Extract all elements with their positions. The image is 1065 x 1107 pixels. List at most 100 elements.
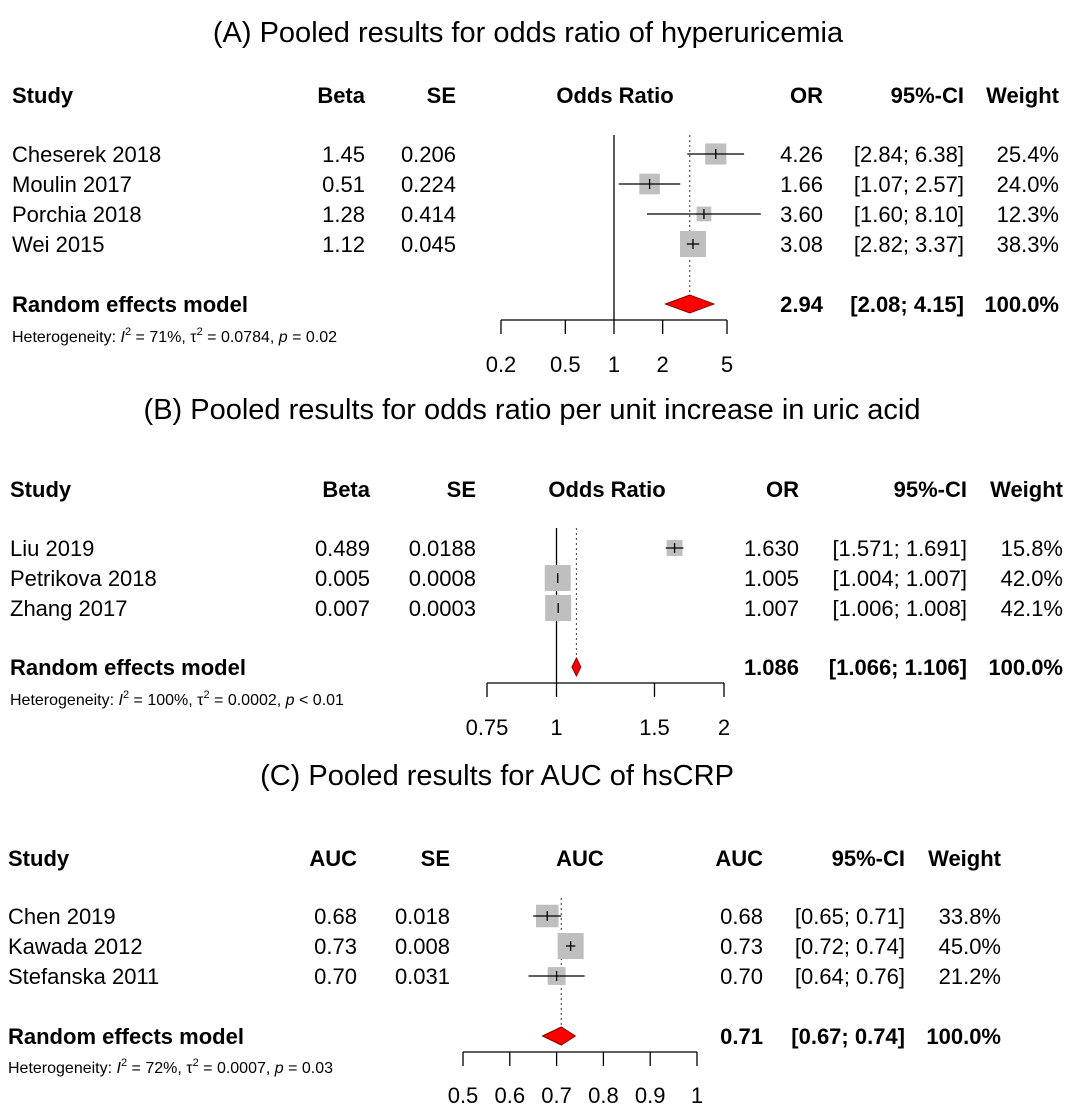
- heterogeneity-part: = 0.02: [288, 329, 337, 346]
- heterogeneity-part: Heterogeneity:: [12, 329, 121, 346]
- study-weight: 45.0%: [939, 934, 1001, 959]
- study-se: 0.206: [401, 142, 456, 167]
- x-axis-tick-label: 0.5: [550, 352, 581, 377]
- study-se: 0.018: [395, 904, 450, 929]
- study-estimate: 1.45: [322, 142, 365, 167]
- study-ci: [1.571; 1.691]: [832, 536, 967, 561]
- column-header-weight: Weight: [990, 477, 1064, 502]
- heterogeneity-text: Heterogeneity: I2 = 72%, τ2 = 0.0007, p …: [8, 1057, 333, 1077]
- x-axis-tick-label: 0.5: [448, 1083, 479, 1107]
- study-effect: 0.73: [720, 934, 763, 959]
- study-estimate: 0.005: [315, 566, 370, 591]
- column-header-effect: OR: [766, 477, 799, 502]
- study-effect: 1.630: [744, 536, 799, 561]
- heterogeneity-part: = 72%,: [127, 1060, 186, 1077]
- heterogeneity-part: I: [117, 1060, 122, 1077]
- heterogeneity-part: 2: [193, 1057, 199, 1069]
- summary-ci: [0.67; 0.74]: [791, 1024, 905, 1049]
- x-axis-tick-label: 5: [721, 352, 733, 377]
- column-header-se: SE: [427, 83, 456, 108]
- column-header-plot: AUC: [556, 846, 604, 871]
- heterogeneity-part: I: [119, 692, 124, 709]
- panel-title: (C) Pooled results for AUC of hsCRP: [260, 760, 734, 792]
- study-estimate: 1.28: [322, 202, 365, 227]
- study-name: Wei 2015: [12, 232, 105, 257]
- study-name: Zhang 2017: [10, 596, 127, 621]
- column-header-estimate: Beta: [322, 477, 370, 502]
- summary-weight: 100.0%: [984, 292, 1059, 317]
- study-estimate: 0.70: [314, 964, 357, 989]
- heterogeneity-part: < 0.01: [295, 692, 344, 709]
- x-axis-tick-label: 0.6: [495, 1083, 526, 1107]
- summary-ci: [2.08; 4.15]: [850, 292, 964, 317]
- heterogeneity-part: = 0.0784,: [203, 329, 279, 346]
- column-header-effect: OR: [790, 83, 823, 108]
- study-name: Stefanska 2011: [8, 964, 159, 989]
- study-ci: [1.07; 2.57]: [854, 172, 964, 197]
- study-ci: [1.004; 1.007]: [832, 566, 967, 591]
- x-axis-tick-label: 0.8: [588, 1083, 619, 1107]
- x-axis-tick-label: 1: [691, 1083, 703, 1107]
- summary-label: Random effects model: [8, 1024, 244, 1049]
- study-weight: 15.8%: [1001, 536, 1063, 561]
- column-header-study: Study: [8, 846, 70, 871]
- summary-diamond: [663, 294, 716, 314]
- summary-ci: [1.066; 1.106]: [829, 655, 967, 680]
- study-ci: [2.84; 6.38]: [854, 142, 964, 167]
- heterogeneity-part: p: [285, 692, 295, 709]
- forest-panel-a: (A) Pooled results for odds ratio of hyp…: [12, 17, 1060, 377]
- x-axis-tick-label: 2: [657, 352, 669, 377]
- forest-panel-c: (C) Pooled results for AUC of hsCRP Study…: [8, 760, 1002, 1107]
- study-weight: 38.3%: [997, 232, 1059, 257]
- column-header-se: SE: [421, 846, 450, 871]
- column-header-estimate: Beta: [317, 83, 365, 108]
- heterogeneity-part: τ: [197, 692, 204, 709]
- x-axis-tick-label: 1: [550, 715, 562, 740]
- study-effect: 0.70: [720, 964, 763, 989]
- x-axis-tick-label: 0.2: [486, 352, 517, 377]
- summary-effect: 2.94: [780, 292, 824, 317]
- study-effect: 3.08: [780, 232, 823, 257]
- study-se: 0.045: [401, 232, 456, 257]
- study-se: 0.031: [395, 964, 450, 989]
- column-header-plot: Odds Ratio: [548, 477, 665, 502]
- study-name: Petrikova 2018: [10, 566, 157, 591]
- study-estimate: 1.12: [322, 232, 365, 257]
- heterogeneity-part: = 0.0002,: [210, 692, 286, 709]
- x-axis-tick-label: 1: [608, 352, 620, 377]
- study-se: 0.0003: [409, 596, 476, 621]
- study-effect: 1.007: [744, 596, 799, 621]
- x-axis-tick-label: 1.5: [639, 715, 670, 740]
- summary-effect: 0.71: [720, 1024, 763, 1049]
- column-header-se: SE: [447, 477, 476, 502]
- column-header-estimate: AUC: [309, 846, 357, 871]
- heterogeneity-part: = 71%,: [131, 329, 190, 346]
- heterogeneity-part: 2: [125, 326, 131, 338]
- study-name: Moulin 2017: [12, 172, 132, 197]
- summary-label: Random effects model: [12, 292, 248, 317]
- column-header-weight: Weight: [928, 846, 1002, 871]
- heterogeneity-part: I: [121, 329, 126, 346]
- panel-title: (A) Pooled results for odds ratio of hyp…: [213, 17, 844, 49]
- heterogeneity-part: = 100%,: [129, 692, 197, 709]
- forest-panel-b: (B) Pooled results for odds ratio per un…: [10, 394, 1064, 740]
- heterogeneity-part: = 0.0007,: [199, 1060, 275, 1077]
- study-effect: 0.68: [720, 904, 763, 929]
- study-weight: 21.2%: [939, 964, 1001, 989]
- column-header-ci: 95%-CI: [832, 846, 905, 871]
- heterogeneity-text: Heterogeneity: I2 = 100%, τ2 = 0.0002, p…: [10, 689, 344, 709]
- study-estimate: 0.51: [322, 172, 365, 197]
- study-weight: 42.1%: [1001, 596, 1063, 621]
- x-axis-tick-label: 0.7: [541, 1083, 572, 1107]
- summary-diamond: [541, 1026, 577, 1046]
- heterogeneity-part: 2: [121, 1057, 127, 1069]
- study-ci: [1.006; 1.008]: [832, 596, 967, 621]
- study-estimate: 0.68: [314, 904, 357, 929]
- study-se: 0.224: [401, 172, 456, 197]
- study-estimate: 0.007: [315, 596, 370, 621]
- heterogeneity-part: 2: [123, 689, 129, 701]
- summary-diamond: [571, 656, 582, 678]
- heterogeneity-part: p: [278, 329, 288, 346]
- summary-weight: 100.0%: [988, 655, 1063, 680]
